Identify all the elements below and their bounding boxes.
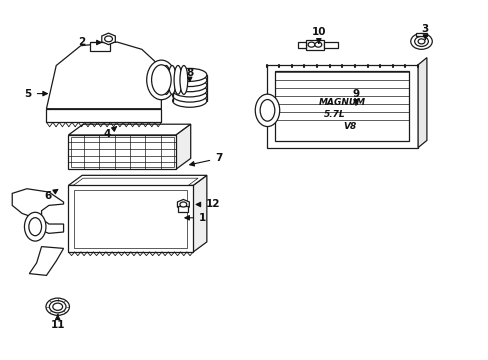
Circle shape (417, 39, 424, 44)
Text: 1: 1 (184, 213, 206, 223)
Bar (275, 71, 408, 141)
Text: 8: 8 (186, 68, 193, 82)
Text: 4: 4 (103, 127, 116, 139)
Text: 5.7L: 5.7L (323, 110, 345, 119)
Bar (324, 42, 337, 48)
Ellipse shape (151, 65, 171, 95)
Text: 9: 9 (352, 89, 359, 105)
Ellipse shape (172, 68, 206, 81)
Circle shape (104, 36, 112, 42)
Circle shape (53, 303, 62, 310)
Polygon shape (68, 175, 206, 185)
Text: 11: 11 (50, 314, 65, 330)
Bar (71, 137, 173, 167)
Circle shape (307, 42, 314, 47)
Ellipse shape (146, 60, 176, 100)
Polygon shape (68, 124, 190, 135)
Ellipse shape (168, 66, 176, 94)
Ellipse shape (260, 100, 274, 121)
Ellipse shape (172, 84, 206, 97)
Polygon shape (102, 33, 115, 45)
Bar (266, 65, 417, 148)
Text: 7: 7 (189, 153, 222, 166)
Ellipse shape (162, 66, 170, 94)
Polygon shape (12, 189, 63, 233)
Circle shape (410, 33, 431, 49)
Text: V8: V8 (343, 122, 356, 131)
Polygon shape (46, 42, 161, 109)
Ellipse shape (255, 94, 279, 126)
Bar (68, 135, 176, 169)
Text: 5: 5 (24, 89, 47, 99)
Polygon shape (176, 124, 190, 169)
Polygon shape (193, 175, 206, 252)
Ellipse shape (172, 89, 206, 102)
Polygon shape (73, 178, 198, 185)
Bar (90, 42, 110, 51)
Ellipse shape (174, 66, 182, 94)
Bar (46, 109, 161, 122)
Circle shape (314, 42, 321, 47)
Ellipse shape (172, 79, 206, 92)
Bar (74, 190, 187, 248)
Circle shape (414, 36, 427, 46)
Polygon shape (417, 58, 426, 148)
Bar (178, 206, 188, 212)
Ellipse shape (172, 73, 206, 86)
Polygon shape (177, 199, 189, 210)
Bar (297, 42, 305, 48)
Ellipse shape (180, 66, 187, 94)
Bar (305, 40, 324, 50)
Bar (68, 185, 193, 252)
Text: 2: 2 (78, 37, 101, 48)
Circle shape (180, 202, 186, 207)
Bar (415, 33, 427, 36)
Text: 12: 12 (196, 199, 220, 210)
Ellipse shape (24, 212, 46, 241)
Circle shape (49, 301, 66, 313)
Text: 10: 10 (311, 27, 325, 43)
Ellipse shape (172, 94, 206, 107)
Circle shape (46, 298, 69, 315)
Text: MAGNUM: MAGNUM (318, 98, 365, 107)
Polygon shape (29, 247, 63, 275)
Text: 3: 3 (421, 24, 428, 40)
Ellipse shape (29, 218, 41, 236)
Text: 6: 6 (44, 189, 58, 201)
